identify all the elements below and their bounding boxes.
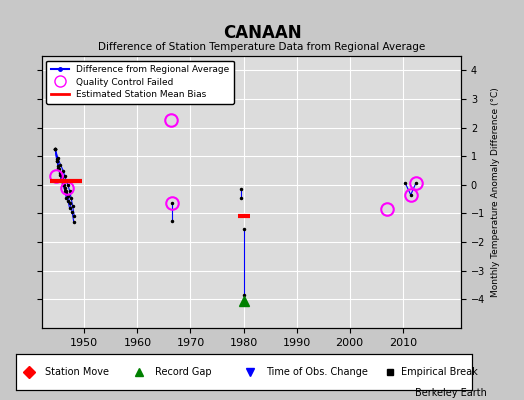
Legend: Difference from Regional Average, Quality Control Failed, Estimated Station Mean: Difference from Regional Average, Qualit… — [47, 60, 234, 104]
Text: Berkeley Earth: Berkeley Earth — [416, 388, 487, 398]
Text: Difference of Station Temperature Data from Regional Average: Difference of Station Temperature Data f… — [99, 42, 425, 52]
Y-axis label: Monthly Temperature Anomaly Difference (°C): Monthly Temperature Anomaly Difference (… — [491, 87, 500, 297]
Text: Empirical Break: Empirical Break — [401, 367, 478, 377]
Text: Record Gap: Record Gap — [155, 367, 211, 377]
Text: Time of Obs. Change: Time of Obs. Change — [266, 367, 368, 377]
Text: Station Move: Station Move — [46, 367, 110, 377]
Text: CANAAN: CANAAN — [223, 24, 301, 42]
